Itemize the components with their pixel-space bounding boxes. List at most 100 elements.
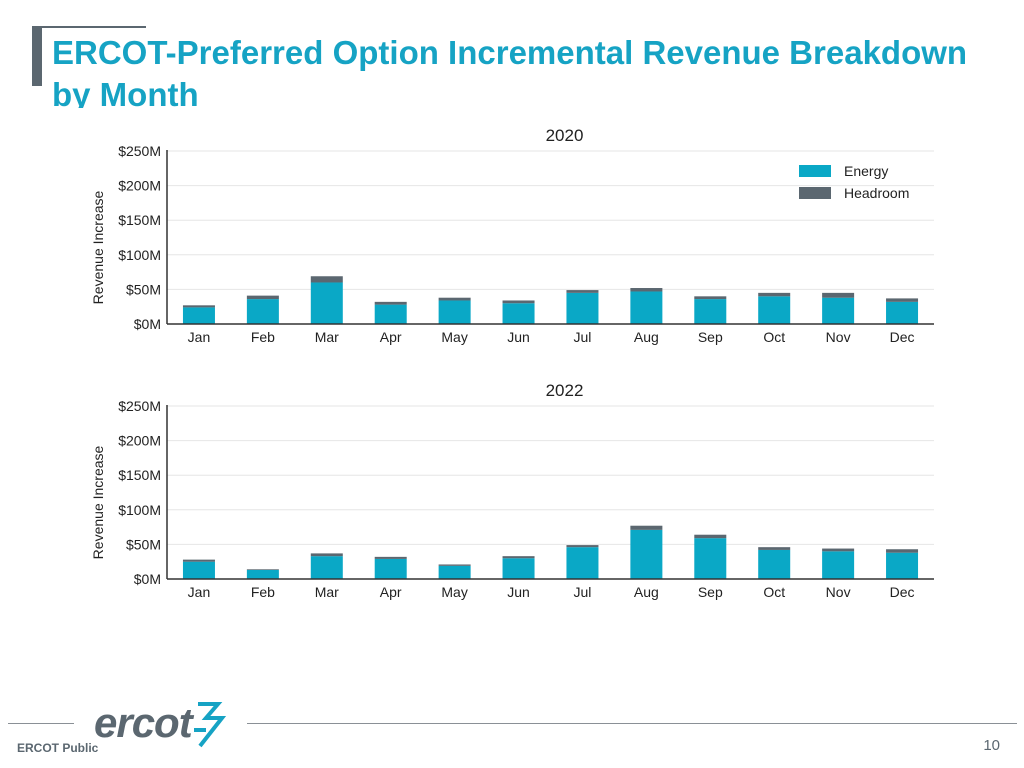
- y-tick-label: $100M: [118, 502, 161, 518]
- bar-energy-mar: [310, 282, 343, 324]
- title-accent-line: [42, 26, 146, 28]
- bar-energy-feb: [246, 570, 279, 579]
- bar-headroom-apr: [374, 301, 407, 305]
- chart-title: 2020: [546, 126, 584, 145]
- y-tick-label: $250M: [118, 398, 161, 414]
- x-tick-label: Jul: [574, 329, 592, 345]
- bar-headroom-jun: [502, 556, 535, 559]
- slide-title: ERCOT-Preferred Option Incremental Reven…: [52, 34, 968, 108]
- bar-energy-feb: [246, 299, 279, 324]
- bar-headroom-jan: [182, 559, 215, 562]
- x-tick-label: Feb: [251, 329, 275, 345]
- bar-headroom-jul: [566, 545, 599, 548]
- bar-headroom-feb: [246, 569, 279, 571]
- bar-energy-apr: [374, 304, 407, 324]
- bar-energy-may: [438, 300, 471, 324]
- x-tick-label: Feb: [251, 584, 275, 600]
- y-tick-label: $200M: [118, 178, 161, 194]
- legend-label-headroom: Headroom: [844, 185, 909, 201]
- y-tick-label: $250M: [118, 143, 161, 159]
- x-tick-label: Jun: [507, 584, 530, 600]
- x-tick-label: Dec: [890, 329, 915, 345]
- bar-energy-aug: [630, 529, 663, 579]
- x-tick-label: Apr: [380, 329, 402, 345]
- y-axis-title: Revenue Increase: [90, 190, 106, 304]
- legend-swatch-headroom: [799, 187, 831, 199]
- bar-headroom-oct: [758, 547, 791, 550]
- footer-label: ERCOT Public: [17, 741, 99, 755]
- bar-energy-jan: [182, 307, 215, 324]
- x-tick-label: Apr: [380, 584, 402, 600]
- y-tick-label: $0M: [134, 316, 161, 332]
- bar-headroom-aug: [630, 525, 663, 530]
- chart-2020: 2020 $0M $50M $100M $150M $200M $250M Revenue I…: [90, 126, 934, 345]
- y-tick-label: $50M: [126, 281, 161, 297]
- bar-headroom-nov: [822, 292, 855, 298]
- x-tick-label: May: [441, 584, 467, 600]
- x-tick-label: Dec: [890, 584, 915, 600]
- x-tick-label: Sep: [698, 584, 723, 600]
- bar-headroom-nov: [822, 548, 855, 552]
- bar-energy-apr: [374, 558, 407, 579]
- bar-energy-sep: [694, 299, 727, 324]
- bar-energy-dec: [886, 552, 919, 579]
- logo-wordmark: ercot: [94, 699, 195, 746]
- bar-energy-jun: [502, 303, 535, 324]
- bar-energy-nov: [822, 551, 855, 579]
- bar-energy-may: [438, 565, 471, 579]
- y-tick-label: $50M: [126, 536, 161, 552]
- bar-headroom-apr: [374, 556, 407, 559]
- x-tick-label: Oct: [763, 584, 785, 600]
- bar-headroom-feb: [246, 295, 279, 300]
- x-tick-label: Jan: [188, 329, 211, 345]
- y-tick-label: $200M: [118, 433, 161, 449]
- page-number: 10: [983, 737, 1000, 754]
- bar-energy-oct: [758, 549, 791, 579]
- x-tick-label: Jan: [188, 584, 211, 600]
- bar-headroom-jan: [182, 305, 215, 308]
- bar-headroom-aug: [630, 288, 663, 292]
- bar-energy-sep: [694, 538, 727, 579]
- bar-headroom-jul: [566, 290, 599, 293]
- title-accent-bar: [32, 26, 42, 86]
- x-tick-label: Jun: [507, 329, 530, 345]
- legend-label-energy: Energy: [844, 163, 888, 179]
- bar-headroom-mar: [310, 553, 343, 557]
- bar-energy-jan: [182, 561, 215, 579]
- bar-energy-mar: [310, 556, 343, 579]
- x-tick-label: Aug: [634, 584, 659, 600]
- bar-headroom-dec: [886, 549, 919, 553]
- x-tick-label: Aug: [634, 329, 659, 345]
- bar-energy-nov: [822, 297, 855, 324]
- y-tick-label: $150M: [118, 467, 161, 483]
- bar-energy-jun: [502, 558, 535, 579]
- x-tick-label: Jul: [574, 584, 592, 600]
- bar-headroom-sep: [694, 534, 727, 539]
- x-tick-label: Mar: [315, 584, 339, 600]
- y-tick-label: $100M: [118, 247, 161, 263]
- bar-energy-dec: [886, 301, 919, 324]
- bar-energy-aug: [630, 291, 663, 324]
- bar-energy-jul: [566, 292, 599, 324]
- x-tick-label: Oct: [763, 329, 785, 345]
- chart-2022: 2022 $0M $50M $100M $150M $200M $250M Revenue I…: [90, 381, 934, 600]
- bar-energy-jul: [566, 547, 599, 579]
- bar-headroom-sep: [694, 296, 727, 300]
- footer-divider-right: [247, 723, 1017, 724]
- bar-energy-oct: [758, 296, 791, 324]
- footer-divider-left: [8, 723, 74, 724]
- bar-headroom-jun: [502, 300, 535, 304]
- x-tick-label: Sep: [698, 329, 723, 345]
- x-tick-label: Mar: [315, 329, 339, 345]
- x-tick-label: May: [441, 329, 467, 345]
- x-tick-label: Nov: [826, 584, 851, 600]
- bar-headroom-may: [438, 564, 471, 566]
- y-tick-label: $150M: [118, 212, 161, 228]
- y-axis-title: Revenue Increase: [90, 445, 106, 559]
- bar-headroom-may: [438, 297, 471, 301]
- lightning-bolt-icon: [194, 702, 227, 748]
- y-tick-label: $0M: [134, 571, 161, 587]
- legend-swatch-energy: [799, 165, 831, 177]
- bar-headroom-oct: [758, 292, 791, 297]
- ercot-logo: ercot: [94, 699, 227, 748]
